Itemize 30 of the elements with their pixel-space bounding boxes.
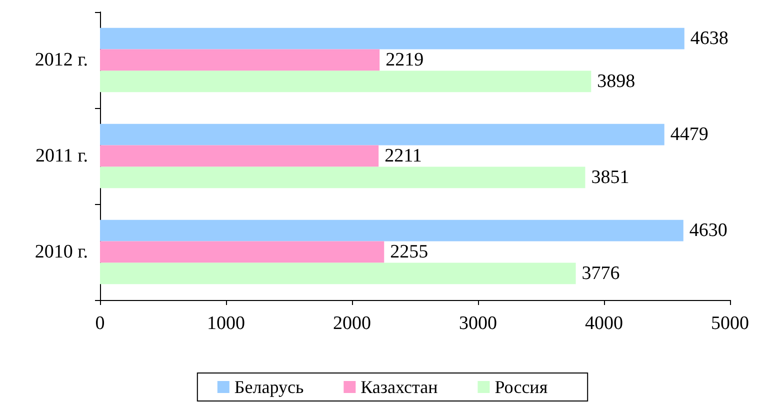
x-tick-label: 0 [95,313,105,334]
x-tick-label: 3000 [459,313,497,334]
data-label: 4638 [690,28,728,50]
x-tick-label: 1000 [207,313,245,334]
data-label: 2211 [384,146,422,166]
x-tick-label: 2000 [333,313,371,334]
bar [100,145,379,167]
legend-label: Беларусь [234,377,304,397]
x-tick-label: 5000 [711,313,749,334]
bar [100,70,592,92]
data-label: 3898 [597,70,636,92]
data-label: 2219 [386,50,424,70]
bar [100,262,576,284]
bar [100,166,586,188]
bar [100,220,684,242]
data-label: 4630 [689,220,728,242]
data-label: 4479 [670,124,708,146]
data-label: 2255 [390,242,428,262]
x-tick-label: 4000 [585,313,623,334]
legend-label: Казахстан [360,377,438,397]
y-tick-label: 2012 г. [34,50,88,70]
bar [100,241,384,263]
data-label: 3851 [591,166,630,188]
data-label: 3776 [582,262,620,284]
y-tick-label: 2010 г. [34,242,88,262]
bar [100,124,664,146]
y-tick-label: 2011 г. [36,146,88,166]
bar [100,49,380,71]
legend-label: Россия [494,377,548,397]
bar [100,28,684,50]
